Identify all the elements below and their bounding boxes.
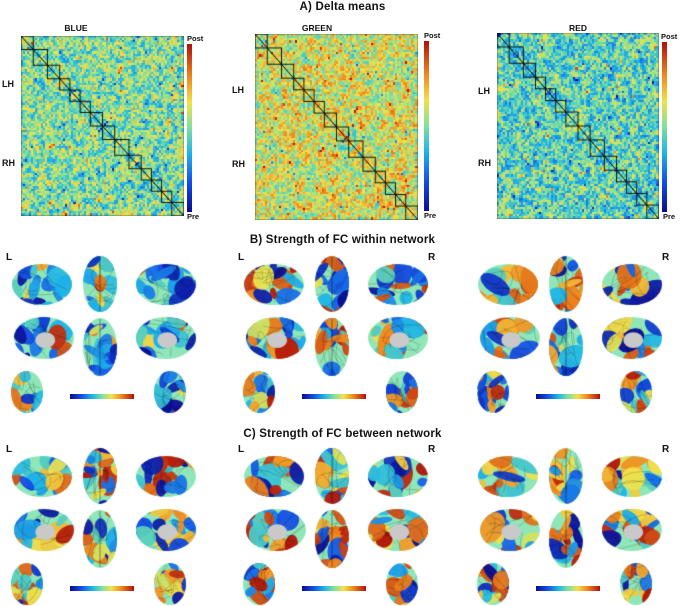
brain-lateral-right-blue-within xyxy=(135,262,197,307)
right-hemisphere-label-green-within: R xyxy=(428,252,436,263)
brain-medial-right-red-between xyxy=(601,508,663,552)
brain-posterior-left-red-within xyxy=(476,370,510,414)
brain-lateral-right-red-within xyxy=(601,262,663,307)
left-hemisphere-label-blue-within: L xyxy=(6,252,13,263)
section-a-title: A) Delta means xyxy=(299,1,386,13)
brain-dorsal-blue-between xyxy=(82,447,118,505)
brain-posterior-right-blue-within xyxy=(153,370,187,414)
brain-lateral-right-red-between xyxy=(601,454,663,499)
brain-lateral-right-blue-between xyxy=(135,454,197,499)
brain-posterior-left-blue-between xyxy=(10,562,44,606)
brain-posterior-right-blue-between xyxy=(153,562,187,606)
right-hemisphere-label-red-within: R xyxy=(662,252,670,263)
brain-posterior-left-green-between xyxy=(242,562,276,606)
matrix-title-green: GREEN xyxy=(301,23,333,33)
brain-dorsal-green-between xyxy=(314,447,350,505)
colorbar-pre-label-red: Pre xyxy=(663,212,676,221)
brain-ventral-green-between xyxy=(314,509,350,569)
brain-dorsal-blue-within xyxy=(82,255,118,313)
brain-lateral-left-blue-within xyxy=(11,262,73,307)
brain-medial-right-green-between xyxy=(367,508,429,552)
colorbar-pre-label-green: Pre xyxy=(424,211,437,220)
brain-ventral-blue-within xyxy=(82,317,118,377)
section-b-title: B) Strength of FC within network xyxy=(249,234,436,246)
brain-ventral-red-within xyxy=(548,317,584,377)
colorbar-green xyxy=(424,41,429,211)
colorbar-post-label-red: Post xyxy=(661,32,678,41)
left-hemisphere-label-green-within: L xyxy=(238,252,245,263)
matrix-lh-label-red: LH xyxy=(478,86,490,96)
matrix-lh-label-green: LH xyxy=(232,85,244,95)
brain-colorbar-red-between xyxy=(536,586,600,591)
brain-colorbar-green-between xyxy=(302,586,366,591)
brain-ventral-green-within xyxy=(314,317,350,377)
colorbar-post-label-green: Post xyxy=(424,31,441,40)
brain-ventral-red-between xyxy=(548,509,584,569)
brain-lateral-right-green-within xyxy=(367,262,429,307)
brain-colorbar-green-within xyxy=(302,394,366,399)
brain-medial-left-green-within xyxy=(245,316,307,360)
section-c-title: C) Strength of FC between network xyxy=(243,428,442,440)
colorbar-red xyxy=(662,42,667,212)
left-hemisphere-label-green-between: L xyxy=(238,444,245,455)
right-hemisphere-label-red-between: R xyxy=(662,444,670,455)
brain-medial-right-red-within xyxy=(601,316,663,360)
brain-medial-right-blue-between xyxy=(135,508,197,552)
matrix-lh-label-blue: LH xyxy=(2,79,14,89)
colorbar-pre-label-blue: Pre xyxy=(187,212,200,221)
brain-medial-left-red-within xyxy=(479,316,541,360)
brain-medial-left-blue-within xyxy=(13,316,75,360)
brain-medial-right-blue-within xyxy=(135,316,197,360)
brain-lateral-left-red-between xyxy=(477,454,539,499)
brain-lateral-left-blue-between xyxy=(11,454,73,499)
brain-colorbar-blue-between xyxy=(70,586,134,591)
colorbar-post-label-blue: Post xyxy=(187,34,204,43)
brain-posterior-left-red-between xyxy=(476,562,510,606)
brain-posterior-right-red-within xyxy=(619,370,653,414)
matrix-title-red: RED xyxy=(569,23,587,33)
brain-medial-right-green-within xyxy=(367,316,429,360)
brain-lateral-left-green-between xyxy=(243,454,305,499)
brain-lateral-left-red-within xyxy=(477,262,539,307)
connectivity-matrix-red xyxy=(497,33,659,219)
brain-posterior-left-blue-within xyxy=(10,370,44,414)
brain-dorsal-red-within xyxy=(548,255,584,313)
brain-posterior-right-green-within xyxy=(385,370,419,414)
brain-colorbar-red-within xyxy=(536,394,600,399)
matrix-title-blue: BLUE xyxy=(64,23,88,33)
colorbar-blue xyxy=(187,44,192,212)
matrix-rh-label-red: RH xyxy=(478,158,491,168)
matrix-rh-label-green: RH xyxy=(232,159,245,169)
brain-lateral-right-green-between xyxy=(367,454,429,499)
brain-medial-left-blue-between xyxy=(13,508,75,552)
brain-dorsal-red-between xyxy=(548,447,584,505)
right-hemisphere-label-green-between: R xyxy=(428,444,436,455)
connectivity-matrix-blue xyxy=(21,36,184,216)
brain-posterior-left-green-within xyxy=(242,370,276,414)
left-hemisphere-label-blue-between: L xyxy=(6,444,13,455)
brain-posterior-right-green-between xyxy=(385,562,419,606)
matrix-rh-label-blue: RH xyxy=(2,158,15,168)
brain-colorbar-blue-within xyxy=(70,394,134,399)
brain-dorsal-green-within xyxy=(314,255,350,313)
brain-medial-left-green-between xyxy=(245,508,307,552)
brain-medial-left-red-between xyxy=(479,508,541,552)
brain-lateral-left-green-within xyxy=(243,262,305,307)
brain-ventral-blue-between xyxy=(82,509,118,569)
connectivity-matrix-green xyxy=(255,34,418,220)
brain-posterior-right-red-between xyxy=(619,562,653,606)
